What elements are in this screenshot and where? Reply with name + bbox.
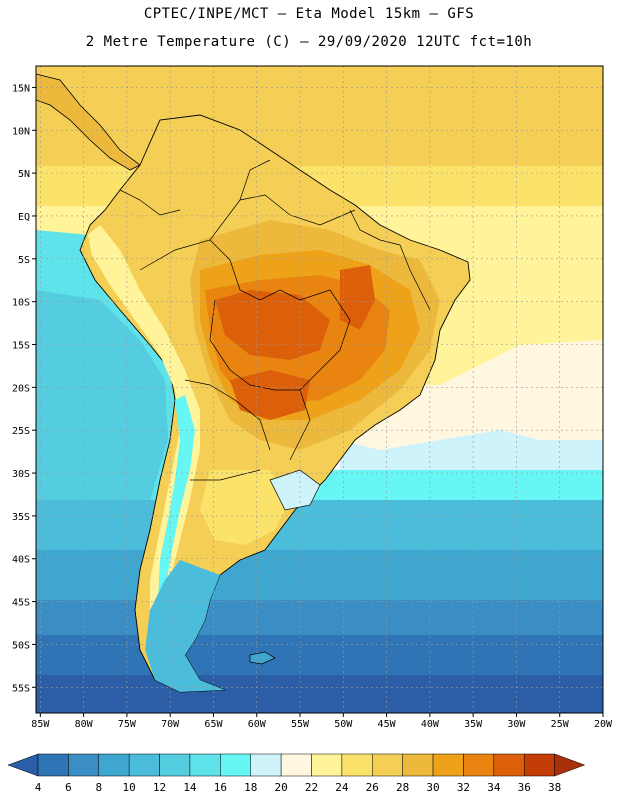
colorbar: 4 6 8 10 12 14 16 18 20 22 24 26 28 30 32 34 36 38	[7, 753, 586, 794]
lon-tick-label: 25W	[551, 719, 570, 730]
colorbar-label: 28	[396, 781, 409, 794]
lat-tick-label: 35S	[12, 512, 30, 523]
colorbar-swatch	[402, 753, 434, 777]
colorbar-swatch	[493, 753, 525, 777]
longitude-axis: 85W 80W 75W 70W 65W 60W 55W 50W 45W 40W 35W 30W 25W 2…	[31, 713, 613, 730]
colorbar-label: 34	[487, 781, 501, 794]
colorbar-swatch	[341, 753, 373, 777]
colorbar-swatch	[523, 753, 555, 777]
patagonia-cool	[145, 560, 225, 692]
chart-subtitle: 2 Metre Temperature (C) – 29/09/2020 12U…	[85, 34, 533, 50]
colorbar-label: 10	[123, 781, 136, 794]
map-frame	[35, 65, 604, 714]
uruguay-cool	[269, 469, 321, 511]
ocean-band-4	[36, 675, 603, 713]
colorbar-label: 12	[153, 781, 166, 794]
colorbar-label: 6	[65, 781, 72, 794]
lat-tick-label: 15S	[12, 341, 30, 352]
colorbar-label: 24	[335, 781, 349, 794]
lat-tick-label: 10N	[12, 126, 30, 137]
lat-tick-label: 40S	[12, 555, 30, 566]
colorbar-label: 38	[548, 781, 561, 794]
colorbar-label: 16	[214, 781, 227, 794]
colorbar-arrow-high	[554, 753, 586, 777]
colorbar-swatch	[372, 753, 403, 777]
land-hot-36	[215, 290, 330, 360]
lat-tick-label: 5N	[18, 169, 30, 180]
lat-tick-label: 55S	[12, 683, 30, 694]
colorbar-swatch	[98, 753, 130, 777]
lat-tick-label: 30S	[12, 469, 30, 480]
lat-tick-label: 20S	[12, 383, 30, 394]
colorbar-swatch	[128, 753, 160, 777]
colorbar-label: 14	[183, 781, 197, 794]
colorbar-label: 8	[95, 781, 102, 794]
lat-tick-label: EQ	[18, 212, 30, 223]
lon-tick-label: 50W	[334, 719, 353, 730]
ocean-pacific-14	[36, 290, 168, 500]
andes-cold	[158, 395, 195, 600]
colorbar-swatch	[189, 753, 221, 777]
colorbar-label: 20	[274, 781, 287, 794]
ocean-band-12	[36, 500, 603, 550]
ocean-band-10	[36, 550, 603, 600]
ocean-band-8	[36, 600, 603, 635]
lat-tick-label: 50S	[12, 640, 30, 651]
lon-tick-label: 55W	[291, 719, 310, 730]
lon-tick-label: 45W	[378, 719, 397, 730]
falkland-islands	[249, 651, 276, 665]
lat-tick-label: 10S	[12, 298, 30, 309]
colorbar-swatch	[311, 753, 343, 777]
chart-title: CPTEC/INPE/MCT – Eta Model 15km – GFS	[143, 6, 475, 22]
colorbar-label: 22	[305, 781, 318, 794]
lon-tick-label: 40W	[421, 719, 440, 730]
ocean-band-20	[340, 430, 603, 470]
lat-tick-label: 15N	[12, 83, 30, 94]
land-hot-36b	[230, 370, 310, 420]
colorbar-label: 4	[35, 781, 42, 794]
lon-tick-label: 70W	[161, 719, 180, 730]
lon-tick-label: 80W	[75, 719, 94, 730]
central-america-land	[36, 73, 141, 171]
colorbar-swatch	[280, 753, 312, 777]
lon-tick-label: 75W	[118, 719, 137, 730]
colorbar-swatch	[220, 753, 251, 777]
colorbar-label: 18	[244, 781, 257, 794]
lon-tick-label: 30W	[507, 719, 526, 730]
colorbar-label: 32	[457, 781, 470, 794]
colorbar-label: 30	[426, 781, 439, 794]
south-pampas-warm	[200, 470, 290, 545]
colorbar-swatch	[68, 753, 100, 777]
lat-tick-label: 25S	[12, 426, 30, 437]
lon-tick-label: 85W	[31, 719, 50, 730]
country-borders	[119, 159, 431, 481]
ocean-band-28	[36, 66, 603, 166]
lon-tick-label: 60W	[248, 719, 267, 730]
land-hot-36c	[340, 265, 375, 330]
colorbar-label: 26	[366, 781, 379, 794]
colorbar-swatch	[463, 753, 495, 777]
latitude-axis: 15N 10N 5N EQ 5S 10S 15S 20S 25S 30S 35S 40S 45S 50S 5…	[12, 83, 36, 694]
ocean-band-22	[340, 340, 603, 450]
colorbar-swatch	[37, 753, 69, 777]
colorbar-swatch	[250, 753, 282, 777]
lon-tick-label: 65W	[204, 719, 223, 730]
colorbar-arrow-low	[7, 753, 39, 777]
colorbar-swatch	[432, 753, 464, 777]
colorbar-label: 36	[518, 781, 531, 794]
lat-tick-label: 45S	[12, 598, 30, 609]
ocean-band-6	[36, 635, 603, 675]
lon-tick-label: 35W	[464, 719, 483, 730]
lat-tick-label: 5S	[18, 255, 30, 266]
colorbar-swatch	[159, 753, 191, 777]
lon-tick-label: 20W	[594, 719, 613, 730]
